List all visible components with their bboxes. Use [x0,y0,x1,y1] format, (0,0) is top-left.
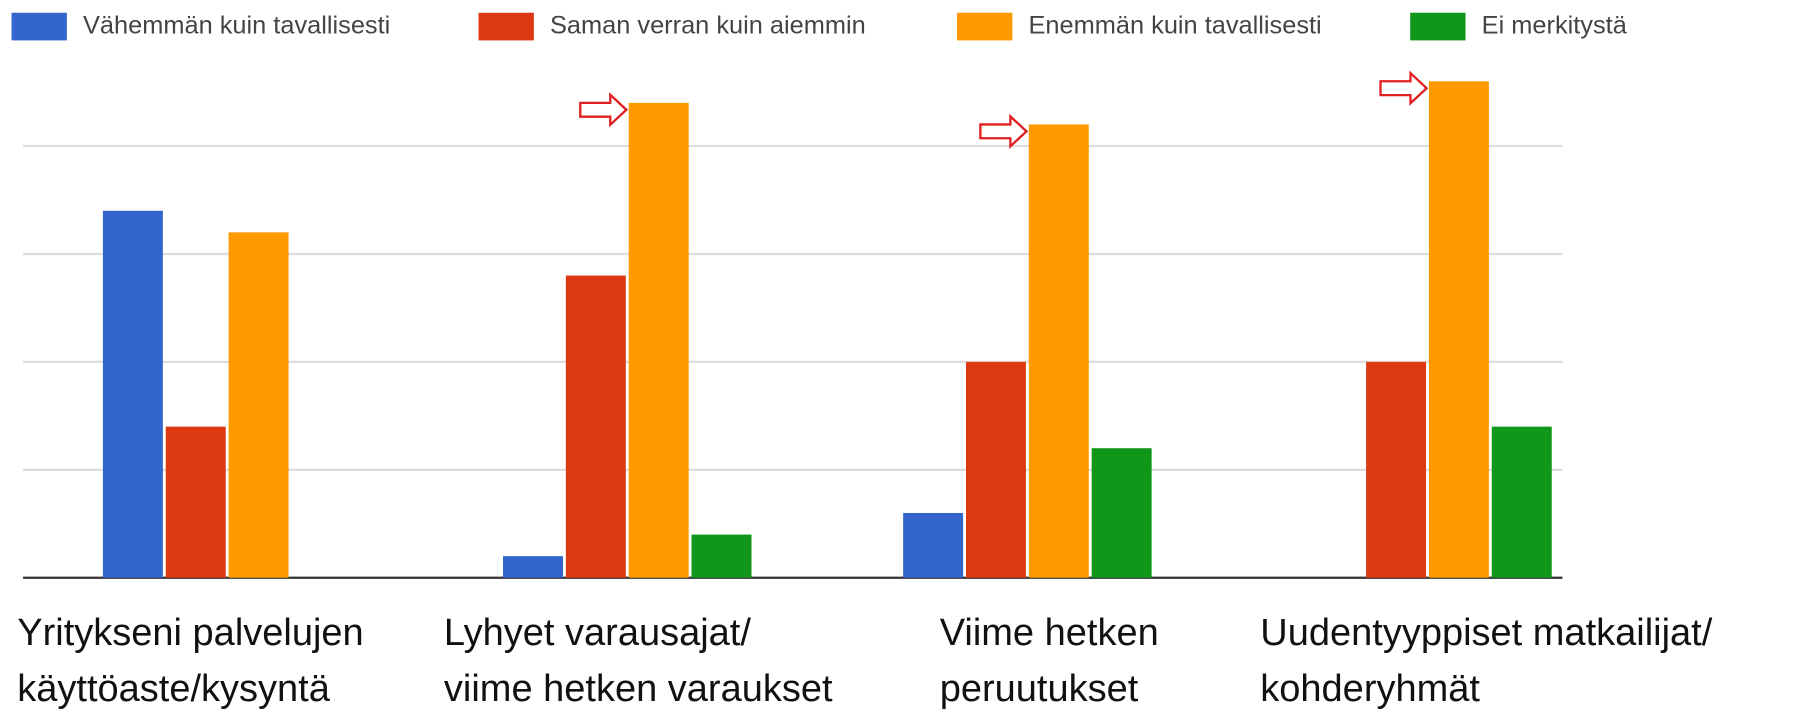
legend-swatch [11,12,67,41]
legend-label: Ei merkitystä [1482,11,1628,39]
legend-label: Enemmän kuin tavallisesti [1029,11,1322,39]
callout-arrow [579,92,629,128]
bar [565,275,626,578]
bar [1028,124,1089,578]
bar [228,232,289,578]
bar [628,102,689,578]
legend-label: Vähemmän kuin tavallisesti [83,11,390,39]
x-tick-label: Yritykseni palvelujen käyttöaste/kysyntä [17,612,364,710]
legend-swatch [1410,12,1466,41]
bar [165,426,226,578]
legend-label: Saman verran kuin aiemmin [550,11,866,39]
bar [903,512,964,578]
bar [1366,361,1427,578]
x-tick-label: Uudentyyppiset matkailijat/ kohderyhmät [1260,612,1713,710]
bar [965,361,1026,578]
bar [691,534,752,578]
legend-swatch [478,12,534,41]
bar [1091,448,1152,578]
bar [1428,81,1489,578]
callout-arrow [1379,70,1429,106]
bar [102,210,163,578]
x-tick-label: Lyhyet varausajat/ viime hetken varaukse… [443,612,833,710]
callout-arrow [979,113,1029,149]
legend-swatch [957,12,1013,41]
bar [1491,426,1552,578]
x-tick-label: Viime hetken peruutukset [939,612,1159,710]
bar [503,556,563,578]
